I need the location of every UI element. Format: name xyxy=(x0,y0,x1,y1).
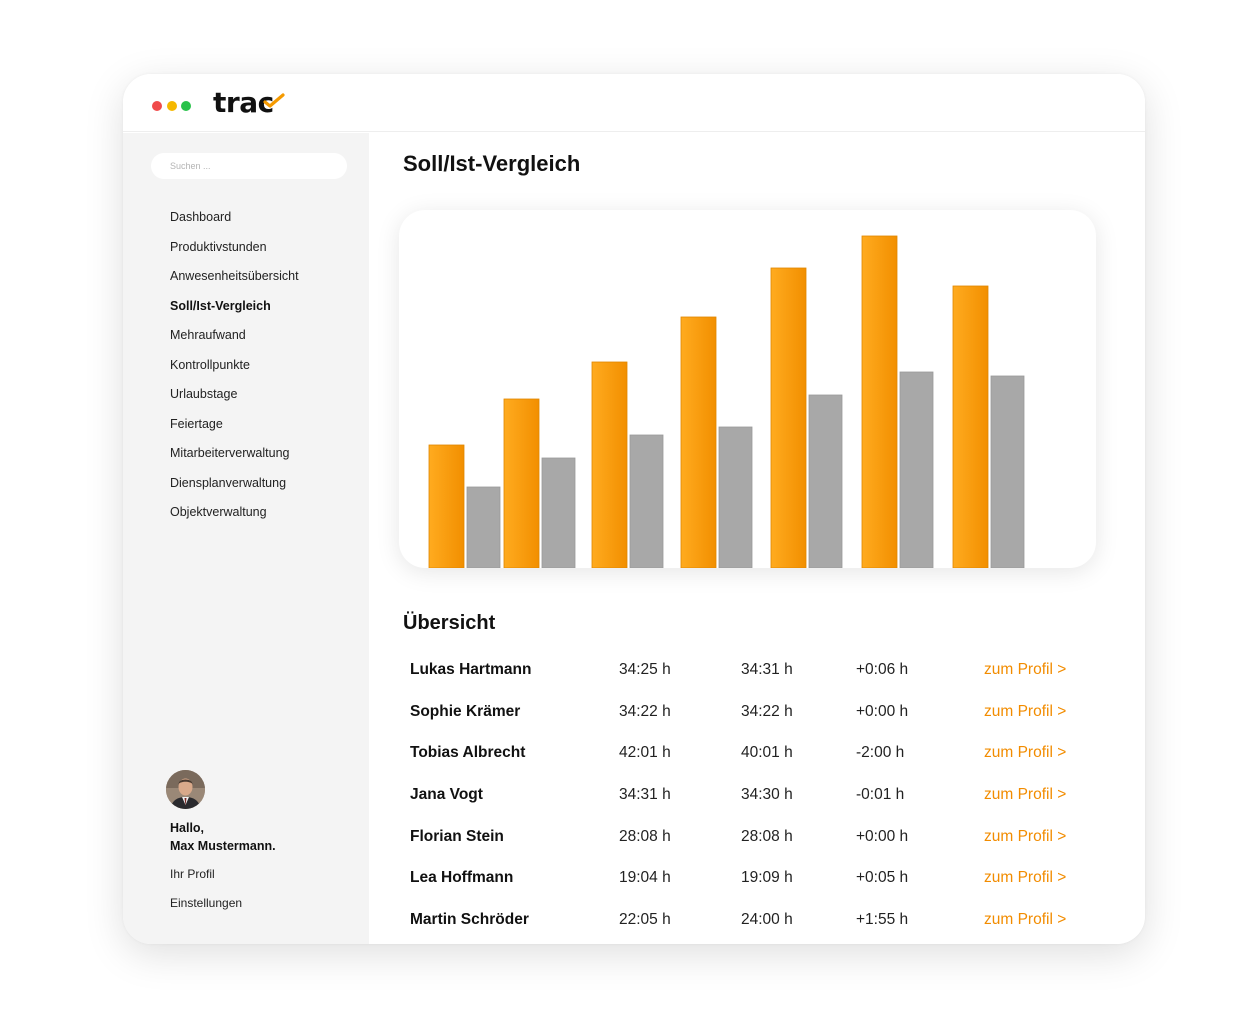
bar-soll-7 xyxy=(952,285,989,568)
maximize-window-dot[interactable] xyxy=(181,101,191,111)
search-input[interactable] xyxy=(151,153,347,179)
profile-link[interactable]: zum Profil > xyxy=(984,744,1067,762)
avatar[interactable] xyxy=(166,770,205,809)
page-title: Soll/Ist-Vergleich xyxy=(403,151,581,176)
sidebar-item-mehraufwand[interactable]: Mehraufwand xyxy=(170,328,246,342)
settings-link[interactable]: Einstellungen xyxy=(170,896,243,910)
sidebar-item-anwesenheitsübersicht[interactable]: Anwesenheitsübersicht xyxy=(170,269,299,283)
app-window: trac Dashboard Produktivstunden Anwesenhei… xyxy=(123,74,1145,944)
employee-name: Tobias Albrecht xyxy=(410,744,526,762)
sidebar-item-objektverwaltung[interactable]: Objektverwaltung xyxy=(170,505,267,519)
difference-hours: -0:01 h xyxy=(856,786,905,804)
bar-ist-4 xyxy=(718,426,753,568)
employee-name: Florian Stein xyxy=(410,827,504,845)
profile-link[interactable]: zum Profil > xyxy=(984,661,1067,678)
table-row: Jana Vogt 34:31 h 34:30 h -0:01 h zum Profil… xyxy=(410,782,1110,824)
bar-soll-2 xyxy=(503,398,540,568)
employee-name: Jana Vogt xyxy=(410,786,483,804)
overview-table: Lukas Hartmann 34:25 h 34:31 h +0:06 h zum P… xyxy=(410,657,1110,944)
soll-hours: 34:31 h xyxy=(619,786,671,804)
profile-link[interactable]: zum Profil > xyxy=(984,786,1067,804)
minimize-window-dot[interactable] xyxy=(167,101,177,111)
greeting-text: Hallo, xyxy=(170,821,205,835)
close-window-dot[interactable] xyxy=(152,101,162,111)
table-row: Martin Schröder 22:05 h 24:00 h +1:55 h zum … xyxy=(410,907,1110,944)
difference-hours: +0:05 h xyxy=(856,869,909,887)
bar-ist-6 xyxy=(899,371,934,568)
difference-hours: +0:00 h xyxy=(856,827,909,845)
soll-hours: 19:04 h xyxy=(619,869,671,887)
table-row: Tobias Albrecht 42:01 h 40:01 h -2:00 h zum … xyxy=(410,740,1110,782)
sidebar-item-mitarbeiterverwaltung[interactable]: Mitarbeiterverwaltung xyxy=(170,446,290,460)
bar-ist-5 xyxy=(808,394,843,568)
profile-link[interactable]: zum Profil > xyxy=(984,827,1067,845)
sidebar-item-dashboard[interactable]: Dashboard xyxy=(170,210,232,224)
profile-link[interactable]: zum Profil > xyxy=(984,869,1067,887)
profile-link[interactable]: Ihr Profil xyxy=(170,867,215,881)
employee-name: Martin Schröder xyxy=(410,911,529,929)
profile-link[interactable]: zum Profil > xyxy=(984,702,1067,720)
soll-hours: 22:05 h xyxy=(619,911,671,929)
chart-card xyxy=(399,210,1096,568)
difference-hours: +0:06 h xyxy=(856,661,909,678)
bar-soll-5 xyxy=(770,267,807,568)
sidebar-item-diensplanverwaltung[interactable]: Diensplanverwaltung xyxy=(170,475,287,490)
soll-hours: 34:25 h xyxy=(619,661,671,678)
overview-title: Übersicht xyxy=(403,612,496,634)
bar-soll-6 xyxy=(861,235,898,568)
soll-hours: 34:22 h xyxy=(619,702,671,720)
user-portrait-icon xyxy=(166,770,205,809)
table-row: Lea Hoffmann 19:04 h 19:09 h +0:05 h zum Pro… xyxy=(410,865,1110,907)
sidebar-item-feiertage[interactable]: Feiertage xyxy=(170,416,223,431)
ist-hours: 40:01 h xyxy=(741,744,793,762)
trac-logo: trac xyxy=(213,86,285,120)
profile-link[interactable]: zum Profil > xyxy=(984,911,1067,929)
ist-hours: 28:08 h xyxy=(741,827,793,845)
bar-ist-1 xyxy=(466,486,501,568)
title-bar: trac xyxy=(123,74,1145,132)
difference-hours: +0:00 h xyxy=(856,702,909,720)
ist-hours: 19:09 h xyxy=(741,869,793,887)
user-name: Max Mustermann. xyxy=(170,839,276,853)
bar-chart xyxy=(428,235,1025,568)
table-row: Florian Stein 28:08 h 28:08 h +0:00 h zum Pr… xyxy=(410,824,1110,866)
bar-ist-7 xyxy=(990,375,1025,568)
sidebar-item-kontrollpunkte[interactable]: Kontrollpunkte xyxy=(170,357,250,372)
sidebar-item-soll-ist-vergleich[interactable]: Soll/Ist-Vergleich xyxy=(170,298,271,313)
ist-hours: 24:00 h xyxy=(741,911,793,929)
bar-ist-2 xyxy=(541,457,576,568)
ist-hours: 34:31 h xyxy=(741,661,793,678)
sidebar-item-urlaubstage[interactable]: Urlaubstage xyxy=(170,387,238,401)
table-row: Lukas Hartmann 34:25 h 34:31 h +0:06 h zum P… xyxy=(410,657,1110,699)
ist-hours: 34:30 h xyxy=(741,786,793,804)
employee-name: Lea Hoffmann xyxy=(410,869,514,887)
main-content: Soll/Ist-Vergleich Übersicht Lukas Hartm… xyxy=(369,133,1145,944)
sidebar-nav: Dashboard Produktivstunden Anwesenheitsübe… xyxy=(170,207,299,532)
user-greeting: Hallo, Max Mustermann. xyxy=(170,819,276,855)
soll-hours: 42:01 h xyxy=(619,744,671,762)
table-row: Sophie Krämer 34:22 h 34:22 h +0:00 h zum Pr… xyxy=(410,699,1110,741)
bar-soll-3 xyxy=(591,361,628,568)
sidebar-item-produktivstunden[interactable]: Produktivstunden xyxy=(170,239,267,254)
bar-soll-4 xyxy=(680,316,717,568)
employee-name: Sophie Krämer xyxy=(410,702,521,720)
difference-hours: -2:00 h xyxy=(856,744,905,762)
difference-hours: +1:55 h xyxy=(856,911,909,929)
checkmark-icon xyxy=(263,93,285,108)
bar-ist-3 xyxy=(629,434,664,568)
soll-hours: 28:08 h xyxy=(619,827,671,845)
employee-name: Lukas Hartmann xyxy=(410,661,532,678)
bar-soll-1 xyxy=(428,444,465,568)
sidebar: Dashboard Produktivstunden Anwesenheitsübe… xyxy=(123,133,369,944)
ist-hours: 34:22 h xyxy=(741,702,793,720)
